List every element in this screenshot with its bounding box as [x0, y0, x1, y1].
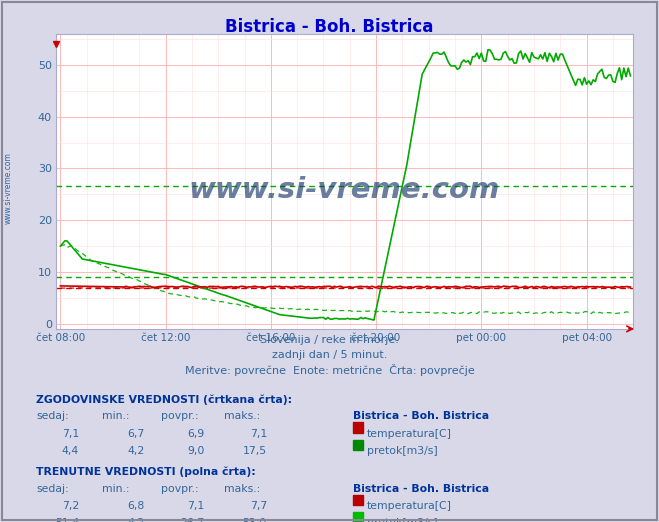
- Text: 7,7: 7,7: [250, 501, 267, 511]
- Text: temperatura[C]: temperatura[C]: [367, 501, 452, 511]
- Text: 4,2: 4,2: [128, 518, 145, 522]
- Text: pretok[m3/s]: pretok[m3/s]: [367, 518, 438, 522]
- Text: 26,7: 26,7: [180, 518, 204, 522]
- Text: 17,5: 17,5: [243, 446, 267, 456]
- Text: 6,8: 6,8: [128, 501, 145, 511]
- Text: 7,1: 7,1: [62, 429, 79, 438]
- Text: sedaj:: sedaj:: [36, 411, 69, 421]
- Text: 6,7: 6,7: [128, 429, 145, 438]
- Text: 4,2: 4,2: [128, 446, 145, 456]
- Text: pretok[m3/s]: pretok[m3/s]: [367, 446, 438, 456]
- Text: Meritve: povrečne  Enote: metrične  Črta: povprečje: Meritve: povrečne Enote: metrične Črta: …: [185, 364, 474, 376]
- Text: maks.:: maks.:: [224, 484, 260, 494]
- Text: Bistrica - Boh. Bistrica: Bistrica - Boh. Bistrica: [353, 484, 489, 494]
- Text: 53,0: 53,0: [243, 518, 267, 522]
- Text: www.si-vreme.com: www.si-vreme.com: [3, 152, 13, 224]
- Text: 51,4: 51,4: [55, 518, 79, 522]
- Text: 7,2: 7,2: [62, 501, 79, 511]
- Text: temperatura[C]: temperatura[C]: [367, 429, 452, 438]
- Text: 9,0: 9,0: [187, 446, 204, 456]
- Text: maks.:: maks.:: [224, 411, 260, 421]
- Text: 7,1: 7,1: [187, 501, 204, 511]
- Text: 6,9: 6,9: [187, 429, 204, 438]
- Text: Bistrica - Boh. Bistrica: Bistrica - Boh. Bistrica: [353, 411, 489, 421]
- Text: povpr.:: povpr.:: [161, 484, 199, 494]
- Text: min.:: min.:: [102, 484, 130, 494]
- Text: www.si-vreme.com: www.si-vreme.com: [188, 176, 500, 204]
- Text: Slovenija / reke in morje.: Slovenija / reke in morje.: [260, 335, 399, 345]
- Text: TRENUTNE VREDNOSTI (polna črta):: TRENUTNE VREDNOSTI (polna črta):: [36, 467, 256, 477]
- Text: min.:: min.:: [102, 411, 130, 421]
- Text: Bistrica - Boh. Bistrica: Bistrica - Boh. Bistrica: [225, 18, 434, 36]
- Text: 7,1: 7,1: [250, 429, 267, 438]
- Text: ZGODOVINSKE VREDNOSTI (črtkana črta):: ZGODOVINSKE VREDNOSTI (črtkana črta):: [36, 394, 293, 405]
- Text: sedaj:: sedaj:: [36, 484, 69, 494]
- Text: 4,4: 4,4: [62, 446, 79, 456]
- Text: zadnji dan / 5 minut.: zadnji dan / 5 minut.: [272, 350, 387, 360]
- Text: povpr.:: povpr.:: [161, 411, 199, 421]
